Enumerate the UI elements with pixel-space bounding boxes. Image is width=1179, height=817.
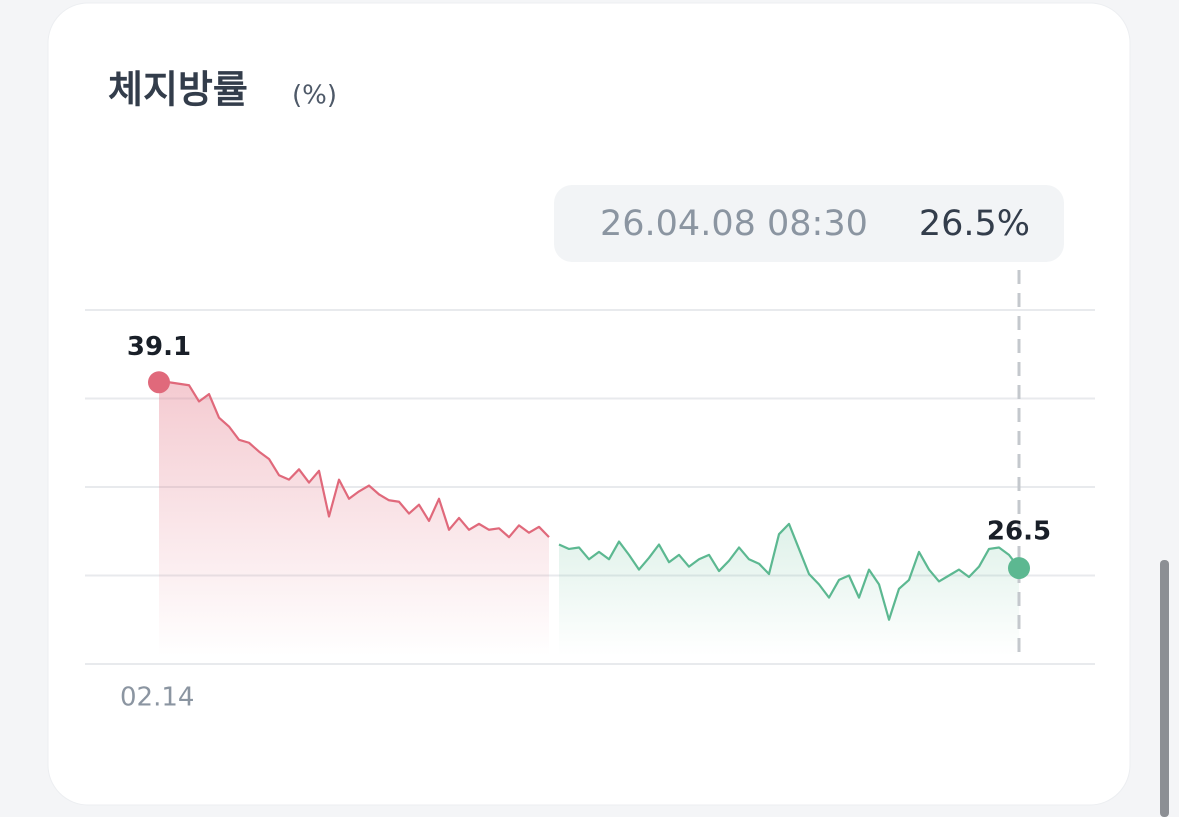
x-tick-label: 02.14 — [120, 683, 194, 713]
data-label: 39.1 — [127, 332, 191, 362]
line — [159, 381, 550, 539]
area — [559, 523, 1019, 656]
title: 체지방률 — [108, 68, 248, 112]
end-dot — [1008, 557, 1030, 580]
unit: (%) — [292, 81, 337, 111]
start-dot — [148, 371, 170, 394]
plot: 02.14 39.1 26.5 — [85, 270, 1095, 713]
data-label: 26.5 — [987, 517, 1051, 547]
scrollbar[interactable] — [1160, 560, 1169, 817]
line — [558, 522, 1020, 621]
tooltip — [554, 185, 1064, 262]
tooltip-value: 26.5% — [919, 204, 1030, 244]
tooltip-date: 26.04.08 08:30 — [600, 204, 868, 244]
